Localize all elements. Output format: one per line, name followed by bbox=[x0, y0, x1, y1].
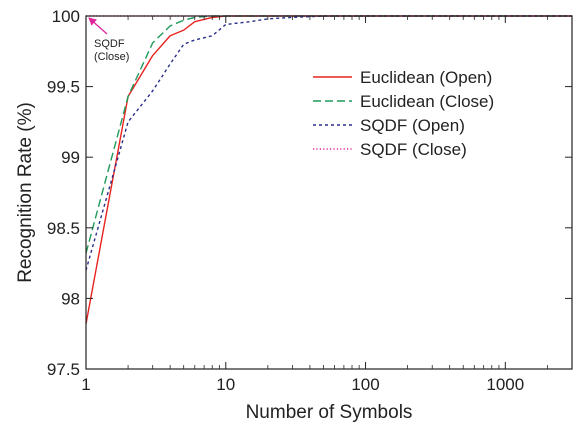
annotation-arrow bbox=[88, 17, 108, 35]
y-tick-label: 98 bbox=[61, 289, 80, 308]
legend-label-1: Euclidean (Open) bbox=[360, 68, 492, 87]
series-line-2 bbox=[85, 15, 572, 254]
x-tick-label: 1000 bbox=[486, 375, 524, 394]
x-tick-label: 1 bbox=[81, 375, 90, 394]
y-axis-title: Recognition Rate (%) bbox=[15, 102, 36, 283]
x-axis-title: Number of Symbols bbox=[246, 402, 413, 423]
y-tick-label: 98.5 bbox=[47, 219, 80, 238]
legend-label-4: SQDF (Close) bbox=[360, 140, 467, 159]
legend-label-2: Euclidean (Close) bbox=[360, 92, 494, 111]
y-tick-label: 100 bbox=[52, 7, 80, 26]
plot-frame bbox=[85, 15, 573, 370]
y-tick-label: 99.5 bbox=[47, 78, 80, 97]
x-tick-label: 10 bbox=[216, 375, 235, 394]
legend: Euclidean (Open) Euclidean (Close) SQDF (O… bbox=[313, 68, 494, 159]
annotation-label: (Close) bbox=[94, 51, 129, 63]
annotations: SQDF(Close) bbox=[88, 17, 129, 63]
legend-label-3: SQDF (Open) bbox=[360, 116, 465, 135]
y-tick-label: 97.5 bbox=[47, 360, 80, 379]
series-lines bbox=[85, 15, 572, 324]
series-line-1 bbox=[85, 15, 572, 324]
annotation-label: SQDF bbox=[94, 38, 125, 50]
x-tick-label: 100 bbox=[351, 375, 379, 394]
y-tick-label: 99 bbox=[61, 148, 80, 167]
series-line-3 bbox=[85, 15, 572, 271]
axis-ticks: 1 10 100 1000 97.5 98 98.5 99 99.5 100 bbox=[47, 7, 573, 394]
